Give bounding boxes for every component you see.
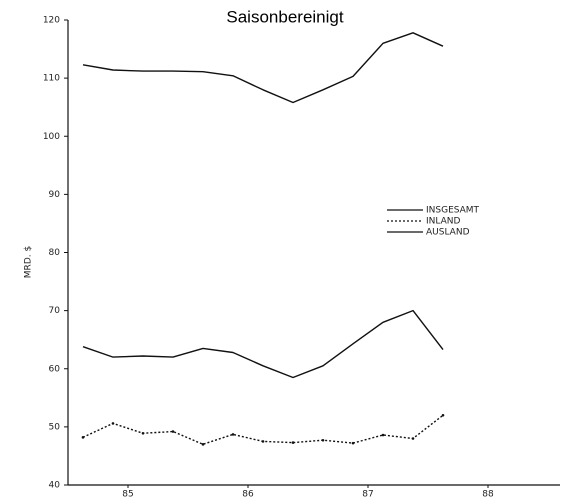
x-tick-label: 86	[242, 490, 254, 500]
chart-title: Saisonbereinigt	[226, 7, 343, 26]
point	[201, 443, 205, 446]
point	[261, 440, 265, 443]
y-tick-label: 40	[49, 481, 61, 491]
point	[171, 430, 175, 433]
y-tick-label: 80	[49, 248, 61, 258]
y-tick-label: 90	[49, 190, 61, 200]
legend-label: AUSLAND	[426, 228, 470, 238]
x-tick-label: 85	[122, 490, 133, 500]
y-tick-label: 60	[49, 364, 61, 374]
point	[81, 436, 85, 439]
x-tick-label: 87	[362, 490, 373, 500]
point	[441, 413, 445, 417]
y-tick-label: 50	[49, 422, 61, 432]
series-line	[82, 32, 444, 104]
point	[231, 433, 235, 436]
point	[381, 433, 385, 437]
point	[351, 441, 355, 445]
series-line	[82, 414, 444, 445]
point	[411, 437, 415, 440]
point	[291, 441, 295, 444]
y-tick-label: 120	[43, 16, 60, 26]
series-line	[82, 309, 444, 379]
point	[321, 438, 325, 442]
point	[141, 431, 145, 435]
x-tick-label: 88	[482, 490, 494, 500]
y-tick-label: 110	[43, 74, 60, 84]
y-axis-label: MRD. $	[24, 246, 34, 278]
point	[111, 422, 115, 425]
legend-label: INSGESAMT	[426, 206, 480, 216]
y-tick-label: 100	[43, 132, 60, 142]
legend-label: INLAND	[426, 217, 460, 227]
y-tick-label: 70	[49, 306, 61, 316]
